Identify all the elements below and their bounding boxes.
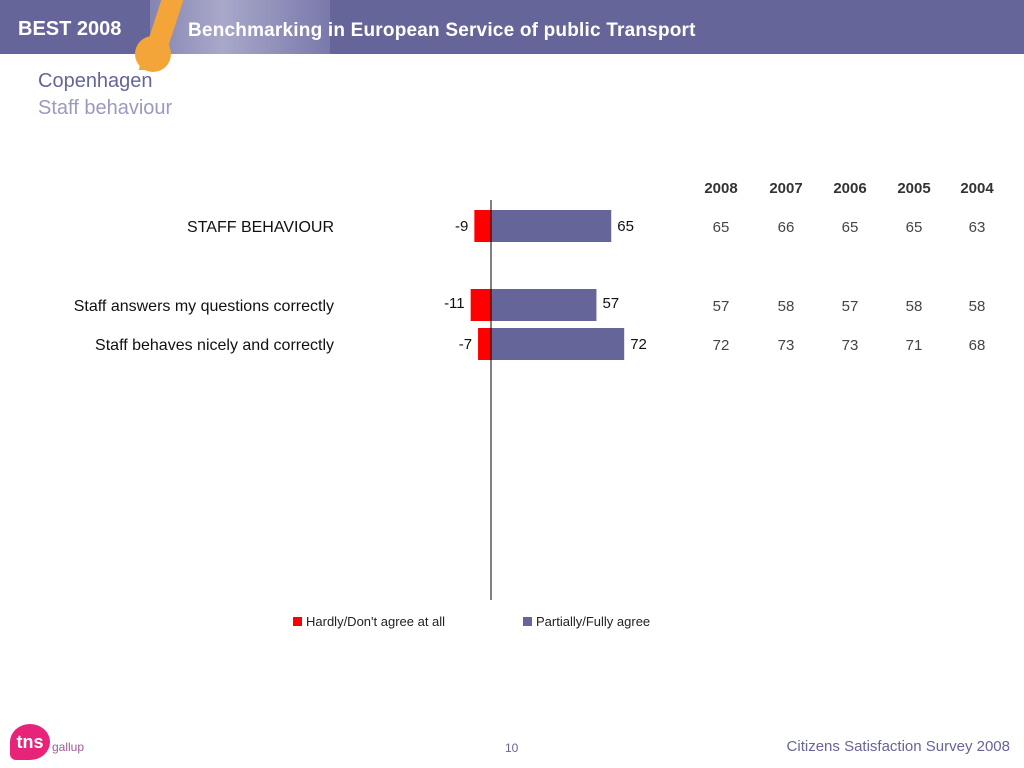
bar-positive xyxy=(491,289,597,321)
data-label-negative: -11 xyxy=(444,295,465,312)
history-value: 65 xyxy=(712,219,730,236)
history-value: 73 xyxy=(841,337,859,354)
year-header: 2007 xyxy=(769,180,803,197)
category-label: Staff behaves nicely and correctly xyxy=(95,337,334,354)
history-value: 58 xyxy=(777,298,795,315)
history-value: 68 xyxy=(968,337,986,354)
legend-swatch-positive xyxy=(523,617,532,626)
category-label: STAFF BEHAVIOUR xyxy=(187,219,334,236)
page-subtitle: Staff behaviour xyxy=(38,97,173,119)
legend-label-negative: Hardly/Don't agree at all xyxy=(306,614,446,629)
history-value: 65 xyxy=(841,219,859,236)
legend-swatch-negative xyxy=(293,617,302,626)
bar-negative xyxy=(470,289,491,321)
bar-negative xyxy=(474,210,491,242)
legend-label-positive: Partially/Fully agree xyxy=(536,614,651,629)
bar-negative xyxy=(478,328,491,360)
brand-label: BEST 2008 xyxy=(18,18,122,40)
data-label-positive: 65 xyxy=(617,218,634,235)
history-value: 65 xyxy=(905,219,923,236)
year-header: 2006 xyxy=(833,180,867,197)
header-title: Benchmarking in European Service of publ… xyxy=(188,20,696,41)
legend-item-positive: Partially/Fully agree xyxy=(523,614,650,629)
tns-logo: tns xyxy=(10,724,50,760)
data-label-negative: -7 xyxy=(459,336,472,353)
history-value: 58 xyxy=(905,298,923,315)
data-label-positive: 57 xyxy=(602,295,619,312)
category-label: Staff answers my questions correctly xyxy=(74,298,334,315)
history-value: 57 xyxy=(841,298,859,315)
header-banner: BEST 2008 Benchmarking in European Servi… xyxy=(0,0,1024,72)
history-value: 71 xyxy=(905,337,923,354)
history-value: 72 xyxy=(712,337,730,354)
year-header: 2004 xyxy=(960,180,994,197)
history-value: 63 xyxy=(968,219,986,236)
history-value: 73 xyxy=(777,337,795,354)
footer-survey-title: Citizens Satisfaction Survey 2008 xyxy=(786,738,1010,755)
history-value: 58 xyxy=(968,298,986,315)
data-label-negative: -9 xyxy=(455,218,468,235)
page-number: 10 xyxy=(505,741,519,755)
page-title: Copenhagen xyxy=(38,70,153,92)
header-orange-dot xyxy=(135,36,171,72)
legend-item-negative: Hardly/Don't agree at all xyxy=(293,614,445,629)
bar-positive xyxy=(491,328,625,360)
gallup-logo-text: gallup xyxy=(52,740,85,754)
bar-positive xyxy=(491,210,612,242)
year-header: 2005 xyxy=(897,180,931,197)
year-header: 2008 xyxy=(704,180,738,197)
history-value: 57 xyxy=(712,298,730,315)
history-value: 66 xyxy=(777,219,795,236)
data-label-positive: 72 xyxy=(630,336,647,353)
